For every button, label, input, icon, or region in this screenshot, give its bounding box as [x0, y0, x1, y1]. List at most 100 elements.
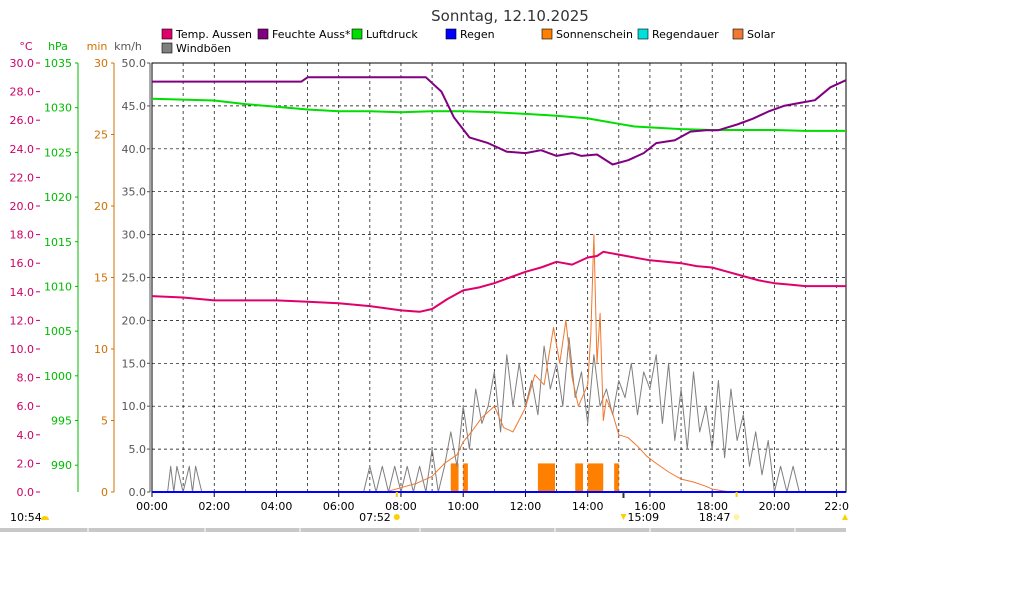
y-tick-label: 26.0: [10, 114, 35, 127]
chart-title: Sonntag, 12.10.2025: [431, 7, 589, 25]
right-edge-icon: [842, 514, 848, 520]
axis-unit-min: min: [87, 40, 108, 53]
y-tick-label: 24.0: [10, 143, 35, 156]
legend-label: Feuchte Auss*: [272, 28, 351, 41]
y-tick-label: 28.0: [10, 86, 35, 99]
sunshine-bar: [575, 463, 584, 492]
x-tick-label: 16:00: [634, 500, 666, 513]
y-tick-label: 1015: [44, 236, 72, 249]
y-tick-label: 15.0: [122, 357, 147, 370]
y-tick-label: 14.0: [10, 286, 35, 299]
series-line-luftdruck: [151, 97, 846, 132]
legend-swatch: [257, 28, 269, 40]
moonrise-icon: [41, 516, 49, 520]
y-tick-label: 12.0: [10, 314, 35, 327]
y-tick-label: 20: [94, 200, 108, 213]
y-tick-label: 15: [94, 272, 108, 285]
series-line-solar: [152, 234, 846, 493]
x-tick-label: 22:0: [824, 500, 849, 513]
y-tick-label: 22.0: [10, 171, 35, 184]
legend-label: Regendauer: [652, 28, 719, 41]
sunshine-bar: [450, 463, 459, 492]
legend-swatch: [541, 28, 553, 40]
legend-swatch: [637, 28, 649, 40]
x-tick-label: 18:00: [696, 500, 728, 513]
x-tick-label: 08:00: [385, 500, 417, 513]
x-tick-label: 06:00: [323, 500, 355, 513]
axis-unit-C: °C: [19, 40, 33, 53]
y-tick-label: 990: [51, 459, 72, 472]
y-tick-label: 30.0: [122, 229, 147, 242]
y-tick-label: 2.0: [17, 457, 35, 470]
y-tick-label: 10.0: [10, 343, 35, 356]
y-tick-label: 1005: [44, 325, 72, 338]
legend-swatch: [351, 28, 363, 40]
sunshine-bar: [587, 463, 604, 492]
legend-swatch: [161, 28, 173, 40]
y-tick-label: 25.0: [122, 272, 147, 285]
y-tick-label: 50.0: [122, 57, 147, 70]
y-tick-label: 20.0: [122, 314, 147, 327]
x-tick-label: 20:00: [759, 500, 791, 513]
y-tick-label: 40.0: [122, 143, 147, 156]
sunrise-icon: [393, 514, 400, 520]
y-tick-label: 1025: [44, 146, 72, 159]
sunshine-bar: [614, 463, 619, 492]
sunset-label: 18:47: [699, 511, 731, 524]
x-tick-label: 00:00: [136, 500, 168, 513]
legend-label: Luftdruck: [366, 28, 418, 41]
y-tick-label: 1010: [44, 280, 72, 293]
y-tick-label: 18.0: [10, 229, 35, 242]
y-tick-label: 25: [94, 129, 108, 142]
y-tick-label: 5.0: [129, 443, 147, 456]
y-tick-label: 4.0: [17, 429, 35, 442]
sunshine-bar: [463, 463, 468, 492]
moonrise-label: 10:54: [10, 511, 42, 524]
legend-label: Sonnenschein: [556, 28, 633, 41]
y-tick-label: 1030: [44, 102, 72, 115]
y-tick-label: 1035: [44, 57, 72, 70]
x-tick-label: 12:00: [510, 500, 542, 513]
legend-swatch: [445, 28, 457, 40]
series-line-feuchte-auss-: [152, 76, 847, 166]
y-tick-label: 1020: [44, 191, 72, 204]
y-tick-label: 0.0: [129, 486, 147, 499]
axis-unit-kmh: km/h: [114, 40, 142, 53]
moon-event-label: 15:09: [627, 511, 659, 524]
series-line-temp-aussen: [151, 250, 846, 313]
legend-label: Regen: [460, 28, 495, 41]
sunset-icon: [733, 514, 740, 520]
y-tick-label: 995: [51, 415, 72, 428]
legend-label: Temp. Aussen: [175, 28, 252, 41]
sunshine-bar: [537, 463, 556, 492]
y-tick-label: 35.0: [122, 186, 147, 199]
y-tick-label: 8.0: [17, 372, 35, 385]
y-tick-label: 20.0: [10, 200, 35, 213]
series-line-windb-en: [152, 337, 846, 493]
legend-label: Solar: [747, 28, 776, 41]
y-tick-label: 5: [101, 415, 108, 428]
y-tick-label: 10: [94, 343, 108, 356]
bottom-bar: [0, 528, 846, 532]
y-tick-label: 1000: [44, 370, 72, 383]
x-tick-label: 04:00: [261, 500, 293, 513]
sunrise-label: 07:52: [359, 511, 391, 524]
y-tick-label: 30: [94, 57, 108, 70]
y-tick-label: 10.0: [122, 400, 147, 413]
x-tick-label: 02:00: [198, 500, 230, 513]
x-tick-label: 10:00: [447, 500, 479, 513]
axis-unit-hPa: hPa: [48, 40, 68, 53]
y-tick-label: 6.0: [17, 400, 35, 413]
y-tick-label: 16.0: [10, 257, 35, 270]
x-tick-label: 14:00: [572, 500, 604, 513]
legend-swatch: [732, 28, 744, 40]
moon-event-icon: [620, 514, 627, 520]
legend-swatch: [161, 42, 173, 54]
y-tick-label: 0.0: [17, 486, 35, 499]
y-tick-label: 0: [101, 486, 108, 499]
y-tick-label: 30.0: [10, 57, 35, 70]
legend-label: Windböen: [176, 42, 231, 55]
y-tick-label: 45.0: [122, 100, 147, 113]
